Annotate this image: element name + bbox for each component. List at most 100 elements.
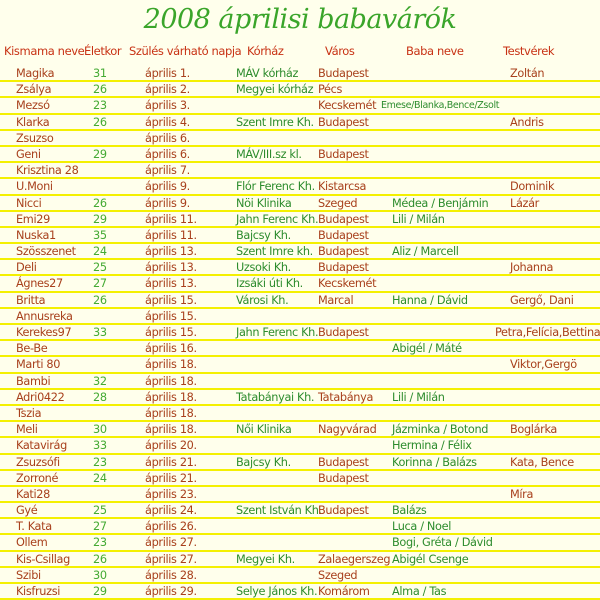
cell-baby-name: Hermina / Félix <box>392 439 472 453</box>
cell-baby-name: Abigél / Máté <box>392 342 462 356</box>
cell-due-date: április 4. <box>145 115 190 129</box>
cell-age: 27 <box>93 520 107 534</box>
cell-mother-name: Meli <box>16 423 38 437</box>
cell-city: Kecskemét <box>318 277 377 291</box>
cell-due-date: április 16. <box>145 342 197 356</box>
cell-mother-name: T. Kata <box>16 520 52 534</box>
cell-hospital: Megyei Kh. <box>236 552 295 566</box>
cell-due-date: április 20. <box>145 439 197 453</box>
cell-due-date: április 18. <box>145 406 197 420</box>
cell-due-date: április 18. <box>145 374 197 388</box>
cell-hospital: Városi Kh. <box>236 293 289 307</box>
cell-age: 29 <box>93 585 107 598</box>
cell-hospital: Szent Imre Kh. <box>236 115 314 129</box>
cell-age: 27 <box>93 277 107 291</box>
cell-hospital: Izsáki úti Kh. <box>236 277 303 291</box>
cell-age: 32 <box>93 374 107 388</box>
cell-mother-name: Tszia <box>16 406 42 420</box>
cell-city: Szeged <box>318 568 358 582</box>
cell-city: Budapest <box>318 471 369 485</box>
header-baba-neve: Baba neve <box>406 44 464 58</box>
cell-siblings: Johanna <box>510 261 554 275</box>
cell-mother-name: Zsuzso <box>16 131 54 145</box>
cell-baby-name: Lili / Milán <box>392 390 445 404</box>
table-row: Tszia április 18. <box>0 406 600 423</box>
cell-mother-name: Bambi <box>16 374 51 388</box>
cell-baby-name: Korinna / Balázs <box>392 455 477 469</box>
cell-city: Kistarcsa <box>318 180 367 194</box>
cell-baby-name: Balázs <box>392 504 427 518</box>
cell-siblings: Lázár <box>510 196 539 210</box>
cell-hospital: Szent Imre kh. <box>236 245 313 259</box>
cell-mother-name: Annusreka <box>16 309 73 323</box>
table-row: T. Kata 27 április 26. Luca / Noel <box>0 519 600 536</box>
cell-hospital: Jahn Ferenc Kh. <box>236 326 319 339</box>
table-row: Zorroné 24 április 21. Budapest <box>0 471 600 487</box>
cell-age: 25 <box>93 261 107 275</box>
cell-age: 26 <box>93 293 107 307</box>
cell-mother-name: Krisztina 28 <box>16 164 79 178</box>
cell-siblings: Boglárka <box>510 423 558 437</box>
babavarok-table: Magika 31 április 1. MÁV kórház Budapest Zolt… <box>0 66 600 600</box>
cell-baby-name: Jázminka / Botond <box>392 423 489 437</box>
table-row: Zsálya 26 április 2. Megyei kórház Pécs <box>0 82 600 99</box>
cell-due-date: április 2. <box>145 83 190 97</box>
table-row: Britta 26 április 15. Városi Kh. Marcal Hanna… <box>0 293 600 309</box>
cell-baby-name: Hanna / Dávid <box>392 293 468 307</box>
cell-hospital: Bajcsy Kh. <box>236 228 291 242</box>
cell-age: 24 <box>93 471 107 485</box>
cell-mother-name: Deli <box>16 261 37 275</box>
cell-due-date: április 28. <box>145 568 197 582</box>
table-row: Zsuzsófi 23 április 21. Bajcsy Kh. Budapest K… <box>0 455 600 471</box>
cell-siblings: Míra <box>510 487 534 501</box>
cell-due-date: április 9. <box>145 196 190 210</box>
cell-mother-name: Nicci <box>16 196 42 210</box>
cell-city: Kecskemét <box>318 99 377 113</box>
header-korhaz: Kórház <box>247 44 284 58</box>
cell-due-date: április 15. <box>145 326 197 339</box>
cell-baby-name: Abigél Csenge <box>392 552 469 566</box>
header-kismama-neve: Kismama neve <box>4 44 85 58</box>
cell-age: 26 <box>93 196 107 210</box>
table-row: Mezsó 23 április 3. Kecskemét Emese/Blanka,B… <box>0 98 600 115</box>
table-row: Kerekes97 33 április 15. Jahn Ferenc Kh. Bud… <box>0 325 600 342</box>
table-row: Szösszenet 24 április 13. Szent Imre kh. Bud… <box>0 244 600 261</box>
cell-city: Budapest <box>318 228 369 242</box>
cell-age: 33 <box>93 439 107 453</box>
cell-mother-name: Kisfruzsi <box>16 585 61 598</box>
table-row: Zsuzso április 6. <box>0 131 600 147</box>
cell-due-date: április 18. <box>145 390 197 404</box>
table-row: Kisfruzsi 29 április 29. Selye János Kh. Kom… <box>0 584 600 600</box>
cell-mother-name: Gyé <box>16 504 38 518</box>
table-row: Ágnes27 27 április 13. Izsáki úti Kh. Kecske… <box>0 276 600 293</box>
cell-siblings: Dominik <box>510 180 555 194</box>
header-varos: Város <box>325 44 355 58</box>
cell-due-date: április 13. <box>145 261 197 275</box>
cell-due-date: április 13. <box>145 277 197 291</box>
cell-city: Budapest <box>318 245 369 259</box>
cell-city: Komárom <box>318 585 370 598</box>
cell-siblings: Andris <box>510 115 544 129</box>
cell-mother-name: Nuska1 <box>16 228 56 242</box>
header-testverek: Testvérek <box>503 44 555 58</box>
cell-age: 30 <box>93 423 107 437</box>
cell-mother-name: Szösszenet <box>16 245 76 259</box>
cell-mother-name: Klarka <box>16 115 50 129</box>
table-row: Deli 25 április 13. Uzsoki Kh. Budapest Johan… <box>0 260 600 277</box>
cell-hospital: Jahn Ferenc Kh. <box>236 212 319 226</box>
cell-city: Tatabánya <box>318 390 374 404</box>
cell-baby-name: Emese/Blanka,Bence/Zsolt <box>381 100 500 112</box>
table-row: Meli 30 április 18. Női Klinika Nagyvárad Jáz… <box>0 422 600 439</box>
cell-hospital: Selye János Kh. <box>236 585 318 598</box>
cell-mother-name: Katavirág <box>16 439 67 453</box>
cell-due-date: április 6. <box>145 131 190 145</box>
cell-age: 31 <box>93 67 107 80</box>
cell-age: 28 <box>93 390 107 404</box>
cell-city: Budapest <box>318 115 369 129</box>
cell-age: 26 <box>93 115 107 129</box>
cell-city: Budapest <box>318 326 369 339</box>
cell-due-date: április 26. <box>145 520 197 534</box>
table-row: Kati28 április 23. Míra <box>0 487 600 504</box>
table-row: U.Moni április 9. Flór Ferenc Kh. Kistarcsa… <box>0 179 600 196</box>
table-row: Emi29 29 április 11. Jahn Ferenc Kh. Budapes… <box>0 212 600 228</box>
